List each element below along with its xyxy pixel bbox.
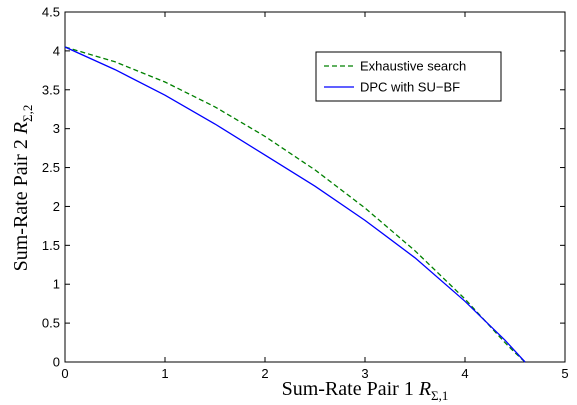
y-tick-label: 4.5 xyxy=(42,5,60,20)
y-tick-label: 2 xyxy=(53,199,60,214)
y-tick-label: 4 xyxy=(53,43,60,58)
y-tick-label: 1 xyxy=(53,277,60,292)
x-axis-subscript: Σ,1 xyxy=(431,388,448,403)
y-tick-label: 3.5 xyxy=(42,82,60,97)
y-tick-label: 3 xyxy=(53,121,60,136)
x-tick-label: 2 xyxy=(261,366,268,381)
x-tick-label: 1 xyxy=(161,366,168,381)
y-axis-symbol: R xyxy=(10,122,32,135)
legend-label-1: Exhaustive search xyxy=(360,59,466,74)
x-axis-symbol: R xyxy=(418,378,431,400)
x-tick-label: 5 xyxy=(561,366,568,381)
y-axis-subscript: Σ,2 xyxy=(20,105,35,122)
legend-label-2: DPC with SU−BF xyxy=(360,80,460,95)
x-tick-label: 4 xyxy=(461,366,468,381)
series-line-2 xyxy=(64,46,526,363)
series-layer xyxy=(64,46,526,363)
ticks-layer: 0 1 2 3 4 5 0 0.5 1 1.5 2 2.5 3 3.5 4 4.5 xyxy=(42,5,569,382)
x-axis-label: Sum-Rate Pair 1 RΣ,1 xyxy=(282,378,449,403)
x-tick-label: 0 xyxy=(61,366,68,381)
legend: Exhaustive search DPC with SU−BF xyxy=(315,51,502,102)
legend-box xyxy=(315,51,502,102)
series-line-1 xyxy=(64,46,526,363)
y-tick-label: 1.5 xyxy=(42,238,60,253)
y-tick-label: 0 xyxy=(53,355,60,370)
y-tick-label: 0.5 xyxy=(42,316,60,331)
x-axis-label-text: Sum-Rate Pair 1 xyxy=(282,378,419,400)
y-tick-label: 2.5 xyxy=(42,160,60,175)
y-axis-label-text: Sum-Rate Pair 2 xyxy=(10,134,32,271)
y-axis-label: Sum-Rate Pair 2 RΣ,2 xyxy=(10,105,35,272)
x-tick-label: 3 xyxy=(361,366,368,381)
